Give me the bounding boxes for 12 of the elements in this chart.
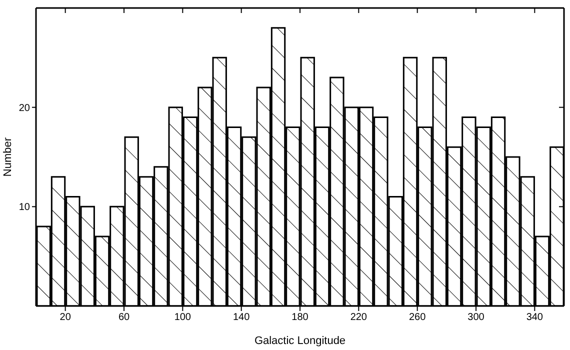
x-tick-label: 100 [174, 312, 192, 324]
x-tick-label: 220 [350, 312, 368, 324]
y-axis-title: Number [2, 137, 14, 177]
x-tick-label: 180 [292, 312, 309, 324]
x-tick-label: 60 [118, 312, 130, 324]
x-tick-label: 340 [526, 312, 544, 324]
x-axis-title: Galactic Longitude [254, 335, 346, 347]
x-tick-label: 300 [468, 312, 485, 324]
x-tick-label: 20 [60, 312, 72, 324]
x-tick-label: 140 [232, 312, 250, 324]
x-tick-label: 260 [408, 312, 426, 324]
y-tick-label: 10 [18, 202, 30, 214]
